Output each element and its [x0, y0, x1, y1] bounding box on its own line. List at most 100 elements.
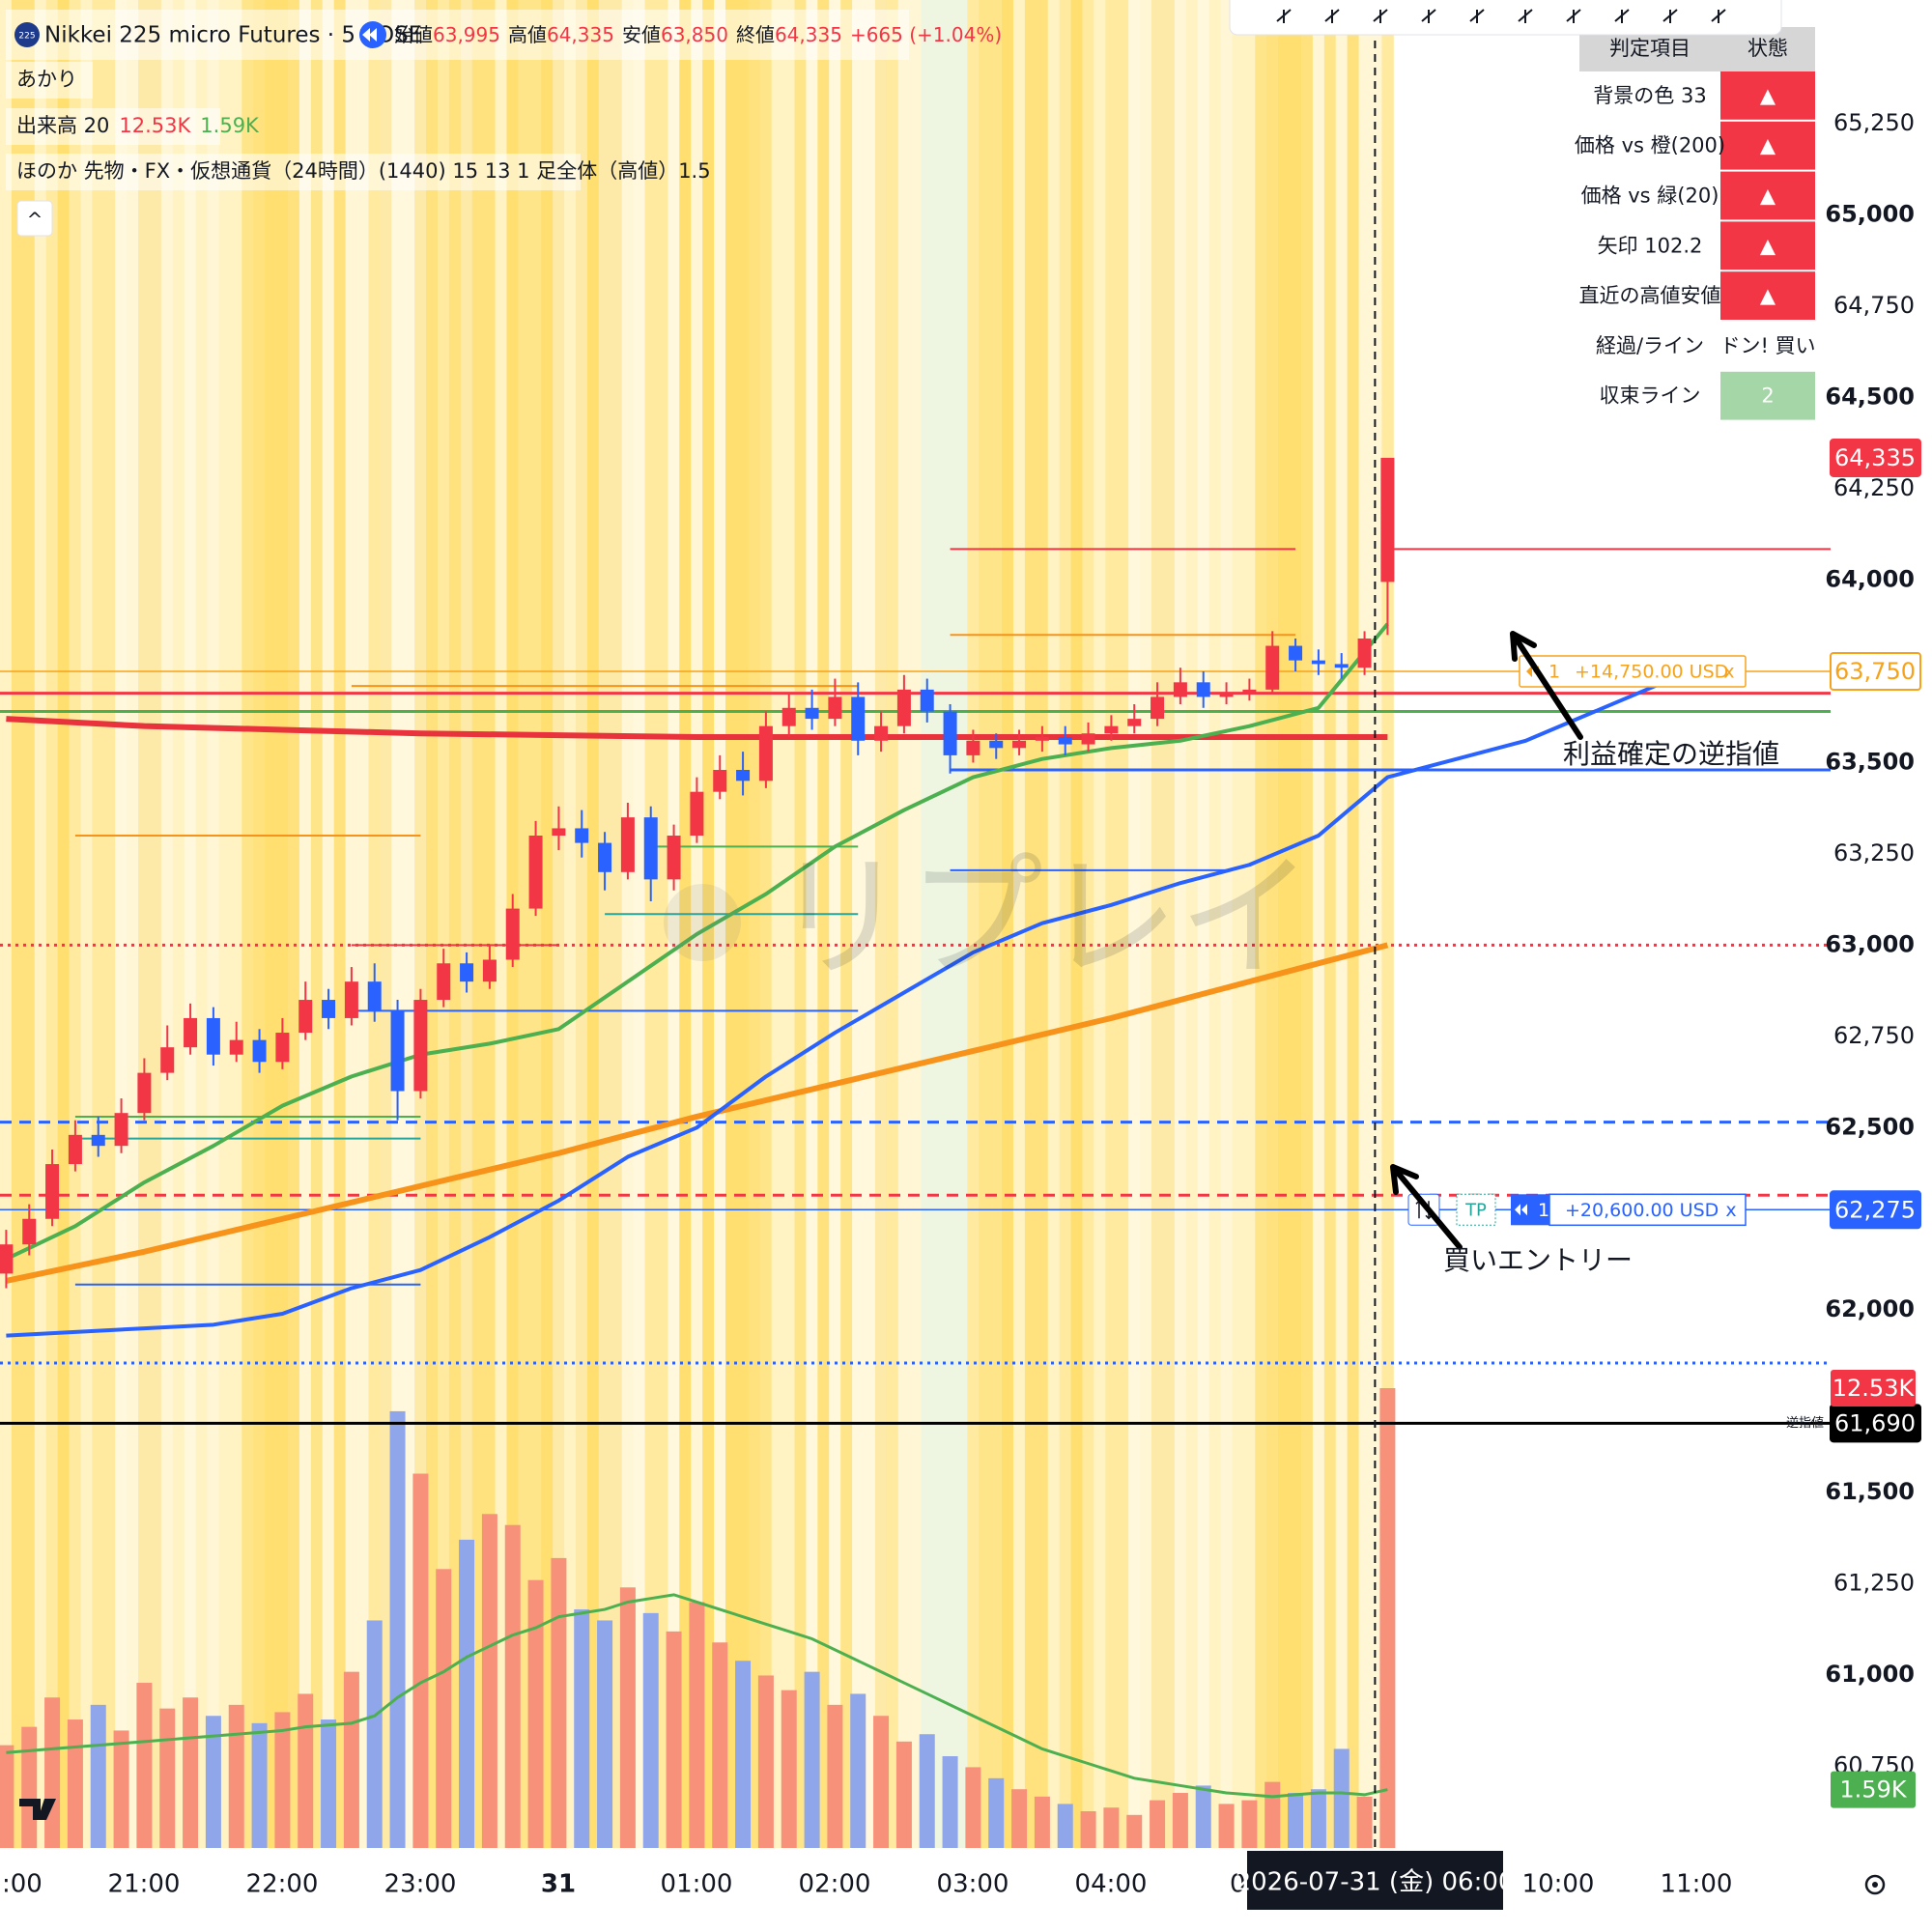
background-band [782, 0, 795, 1848]
volume-bar [1310, 1789, 1326, 1848]
price-badge [1830, 438, 1921, 477]
toolbar-button[interactable] [1662, 9, 1678, 23]
toolbar-button[interactable] [1518, 9, 1533, 23]
volume-bar [527, 1579, 544, 1848]
volume-bar [67, 1719, 83, 1848]
table-cell [1720, 71, 1815, 120]
background-band [909, 0, 923, 1848]
candle-body [781, 707, 796, 726]
order-close[interactable]: x [1723, 661, 1734, 682]
table-item: 経過/ライン [1596, 334, 1704, 357]
volume-bar [850, 1693, 867, 1848]
volume-bar [942, 1756, 958, 1848]
background-band [1323, 0, 1337, 1848]
candle-body [528, 836, 543, 909]
toolbar-button[interactable] [1324, 9, 1340, 23]
collapse-button[interactable] [16, 200, 53, 237]
background-band [103, 0, 116, 1848]
background-band [702, 0, 715, 1848]
candle-body [1380, 457, 1395, 582]
background-band [553, 0, 565, 1848]
volume-bar [574, 1609, 590, 1848]
candle-body [437, 963, 451, 1001]
price-badge-label: 61,690 [1834, 1409, 1916, 1436]
volume-bar [735, 1661, 752, 1848]
background-band [242, 0, 254, 1848]
indicator-line [5, 942, 1389, 1284]
background-band [1300, 0, 1314, 1848]
indicator-label: ほのか 先物・FX・仮想通貨（24時間）(1440) 15 13 1 足全体（高… [16, 159, 711, 183]
volume-bar [459, 1539, 475, 1848]
background-band [633, 0, 645, 1848]
toolbar[interactable] [1229, 0, 1782, 36]
background-band [345, 0, 357, 1848]
volume-bar [1080, 1811, 1096, 1848]
logo [19, 1799, 56, 1820]
x-tick-label: 23:00 [384, 1870, 457, 1899]
background-band [115, 0, 128, 1848]
toolbar-button[interactable] [1469, 9, 1485, 23]
table-item: 収束ライン [1600, 384, 1701, 408]
background-band [333, 0, 347, 1848]
background-band [1312, 0, 1325, 1848]
background-band [403, 0, 415, 1848]
y-tick-label: 64,000 [1825, 566, 1915, 593]
x-tick-label: 22:00 [246, 1870, 319, 1899]
candle-body [667, 836, 681, 880]
background-band [1012, 0, 1026, 1848]
background-band [794, 0, 807, 1848]
background-band [1128, 0, 1141, 1848]
candle-body [736, 770, 751, 781]
volume-bar [712, 1642, 728, 1848]
background-band [34, 0, 47, 1848]
candle-body [598, 842, 612, 872]
watermark-icon [664, 884, 741, 961]
y-tick-label: 65,000 [1825, 201, 1915, 228]
candle-body [1289, 645, 1303, 661]
background-band [610, 0, 623, 1848]
background-band [714, 0, 726, 1848]
volume-bar [389, 1410, 406, 1848]
ohlc-label: 高値 [508, 23, 547, 46]
x-tick-label: 04:00 [1075, 1870, 1148, 1899]
order-close[interactable]: x [1725, 1200, 1736, 1221]
watermark: リプレイ [664, 840, 1314, 998]
candle-body [1012, 740, 1027, 749]
table-item: 価格 vs 橙(200) [1575, 134, 1725, 157]
background-band [356, 0, 369, 1848]
candle-body [1357, 638, 1372, 668]
candle-body [943, 711, 957, 755]
background-band [541, 0, 554, 1848]
background-band [57, 0, 70, 1848]
candle-body [643, 817, 658, 880]
volume-bar [504, 1524, 521, 1848]
background-band [864, 0, 876, 1848]
indicator-label: あかり [16, 68, 77, 91]
toolbar-button[interactable] [1614, 9, 1630, 23]
toolbar-button[interactable] [1711, 9, 1726, 23]
time-axis: :00 21:00 22:00 23:00 31 01:00 02:00 03:00 04:00… [2, 1851, 1732, 1910]
settings-button[interactable] [1864, 1874, 1886, 1895]
y-tick-label: 62,500 [1825, 1113, 1915, 1140]
background-band [92, 0, 104, 1848]
symbol-icon [14, 22, 40, 47]
toolbar-button[interactable] [1566, 9, 1581, 23]
toolbar-button[interactable] [1373, 9, 1388, 23]
table-state: 2 [1761, 384, 1774, 408]
ohlc-label: 安値 [622, 23, 661, 46]
background-band [437, 0, 450, 1848]
order-tag[interactable]: TP 1 +20,600.00 USD x [1407, 1193, 1747, 1227]
toolbar-button[interactable] [1421, 9, 1436, 23]
toolbar-button[interactable] [1276, 9, 1292, 23]
background-band [955, 0, 968, 1848]
table-state: ▲ [1760, 134, 1776, 157]
background-band [298, 0, 312, 1848]
volume-bar [0, 1745, 14, 1848]
volume-bar [159, 1708, 176, 1848]
change: +665 (+1.04%) [850, 23, 1002, 46]
background-band [759, 0, 773, 1848]
background-band [1220, 0, 1233, 1848]
candle-body [758, 725, 773, 781]
